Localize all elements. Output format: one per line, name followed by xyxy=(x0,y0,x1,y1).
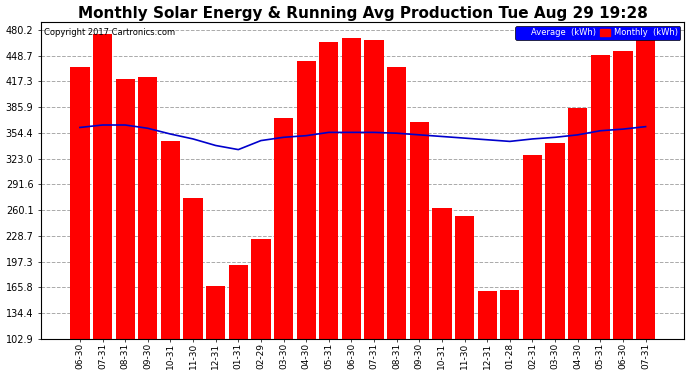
Title: Monthly Solar Energy & Running Avg Production Tue Aug 29 19:28: Monthly Solar Energy & Running Avg Produ… xyxy=(78,6,648,21)
Bar xyxy=(387,67,406,375)
Bar xyxy=(433,208,451,375)
Bar xyxy=(251,239,270,375)
Bar xyxy=(93,34,112,375)
Bar xyxy=(319,42,338,375)
Bar xyxy=(500,290,520,375)
Bar xyxy=(613,51,633,375)
Bar xyxy=(342,38,361,375)
Bar xyxy=(546,143,564,375)
Bar xyxy=(364,40,384,375)
Bar xyxy=(228,265,248,375)
Bar xyxy=(206,286,226,375)
Bar xyxy=(138,78,157,375)
Bar xyxy=(274,118,293,375)
Bar xyxy=(297,61,316,375)
Legend: Average  (kWh), Monthly  (kWh): Average (kWh), Monthly (kWh) xyxy=(515,26,680,40)
Bar xyxy=(115,79,135,375)
Bar xyxy=(70,67,90,375)
Bar xyxy=(523,154,542,375)
Bar xyxy=(477,291,497,375)
Bar xyxy=(161,141,180,375)
Bar xyxy=(568,108,587,375)
Bar xyxy=(455,216,474,375)
Bar xyxy=(591,54,610,375)
Bar xyxy=(410,122,429,375)
Bar xyxy=(184,198,203,375)
Bar xyxy=(636,29,656,375)
Text: Copyright 2017 Cartronics.com: Copyright 2017 Cartronics.com xyxy=(44,28,175,37)
